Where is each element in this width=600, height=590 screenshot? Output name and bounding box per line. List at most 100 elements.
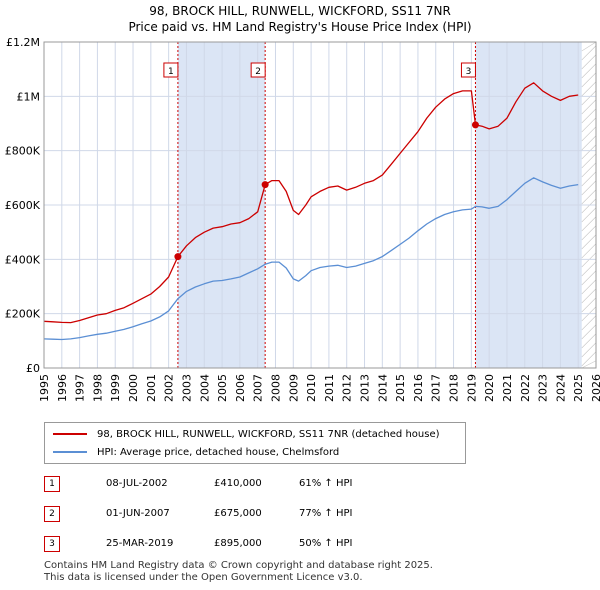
transaction-number: 2 [44,506,60,522]
x-tick-label: 1998 [91,374,104,402]
x-tick-label: 1995 [38,374,51,402]
sale-badge [163,62,179,78]
forecast-hatch [581,90,597,106]
y-tick-label: £200K [5,308,41,321]
forecast-hatch [581,297,597,313]
forecast-hatch [581,108,597,124]
price-line [43,82,579,324]
footer-license: This data is licensed under the Open Gov… [44,572,363,583]
forecast-hatch [581,99,597,115]
x-tick-label: 2014 [376,374,389,402]
chart-title-line2: Price paid vs. HM Land Registry's House … [128,20,472,34]
x-tick-label: 2002 [163,374,176,402]
transaction-price: £410,000 [214,478,262,489]
x-tick-label: 2022 [519,374,532,402]
sale-badge-label: 3 [466,67,472,77]
legend-label-hpi: HPI: Average price, detached house, Chel… [97,446,340,458]
x-tick-label: 2010 [305,374,318,402]
forecast-hatch [581,72,597,88]
transaction-price: £895,000 [214,538,262,549]
price-chart: 1 2 3 £0 £200K £400K £600K £800K £1M £1.2M 1995 19… [5,36,600,402]
forecast-hatch [581,189,597,205]
transaction-date: 08-JUL-2002 [106,478,168,489]
forecast-hatch [581,81,597,97]
forecast-hatch [581,261,597,277]
legend-item-hpi: HPI: Average price, detached house, Chel… [53,443,339,461]
forecast-hatch [581,360,597,369]
forecast-hatch [581,333,597,349]
x-tick-label: 2008 [269,374,282,402]
forecast-hatch [581,180,597,196]
sale-badge-label: 1 [168,67,174,77]
y-tick-label: £1.2M [6,36,40,49]
x-tick-label: 1997 [74,374,87,402]
x-tick-label: 2016 [412,374,425,402]
x-tick-label: 2000 [127,374,140,402]
x-tick-label: 2017 [430,374,443,402]
forecast-hatch [581,207,597,223]
transaction-hpi: 50% ↑ HPI [299,538,353,549]
y-tick-label: £1M [17,90,41,103]
forecast-hatch [581,117,597,133]
x-tick-label: 2020 [483,374,496,402]
sale-badge [460,62,476,78]
x-tick-label: 2007 [252,374,265,402]
x-tick-label: 2015 [394,374,407,402]
transaction-row: 3 25-MAR-2019 £895,000 50% ↑ HPI [44,536,464,554]
plot-border [43,41,597,369]
x-tick-label: 1999 [109,374,122,402]
transaction-hpi: 61% ↑ HPI [299,478,353,489]
x-tick-label: 2011 [323,374,336,402]
sale-point [174,253,182,261]
forecast-hatch [581,45,597,61]
x-tick-label: 2003 [180,374,193,402]
forecast-hatch [581,351,597,367]
transaction-date: 01-JUN-2007 [106,508,170,519]
y-tick-label: £400K [5,253,41,266]
x-tick-label: 2023 [537,374,550,402]
forecast-hatch [581,270,597,286]
forecast-hatch [581,225,597,241]
legend-item-price: 98, BROCK HILL, RUNWELL, WICKFORD, SS11 … [53,425,440,443]
legend-swatch-hpi [53,451,87,453]
forecast-hatch [581,342,597,358]
forecast-hatch [581,41,597,52]
x-tick-label: 1996 [56,374,69,402]
x-tick-label: 2001 [145,374,158,402]
sale-badge-label: 2 [255,67,261,77]
sale-point [261,181,269,189]
forecast-hatch [581,288,597,304]
forecast-hatch [581,198,597,214]
footer-copyright: Contains HM Land Registry data © Crown c… [44,560,433,571]
x-tick-label: 2009 [287,374,300,402]
sale-point [471,121,479,129]
forecast-hatch [581,279,597,295]
transaction-hpi: 77% ↑ HPI [299,508,353,519]
forecast-hatch [581,144,597,160]
forecast-hatch [581,243,597,259]
x-tick-label: 2024 [554,374,567,402]
x-tick-label: 2026 [590,374,600,402]
forecast-hatch [581,153,597,169]
legend-label-price: 98, BROCK HILL, RUNWELL, WICKFORD, SS11 … [97,428,440,440]
x-tick-label: 2025 [572,374,585,402]
sale-badge [250,62,266,78]
hpi-line [43,177,579,341]
x-tick-label: 2004 [198,374,211,402]
y-tick-label: £0 [26,362,40,375]
x-tick-label: 2013 [359,374,372,402]
transaction-row: 1 08-JUL-2002 £410,000 61% ↑ HPI [44,476,464,494]
x-tick-label: 2005 [216,374,229,402]
forecast-hatch [581,216,597,232]
x-tick-label: 2006 [234,374,247,402]
forecast-hatch [581,162,597,178]
forecast-hatch [581,252,597,268]
y-tick-label: £800K [5,145,41,158]
x-tick-label: 2012 [341,374,354,402]
forecast-hatch [581,324,597,340]
transaction-row: 2 01-JUN-2007 £675,000 77% ↑ HPI [44,506,464,524]
legend-swatch-price [53,433,87,435]
forecast-hatch [581,234,597,250]
y-tick-label: £600K [5,199,41,212]
forecast-hatch [581,54,597,70]
